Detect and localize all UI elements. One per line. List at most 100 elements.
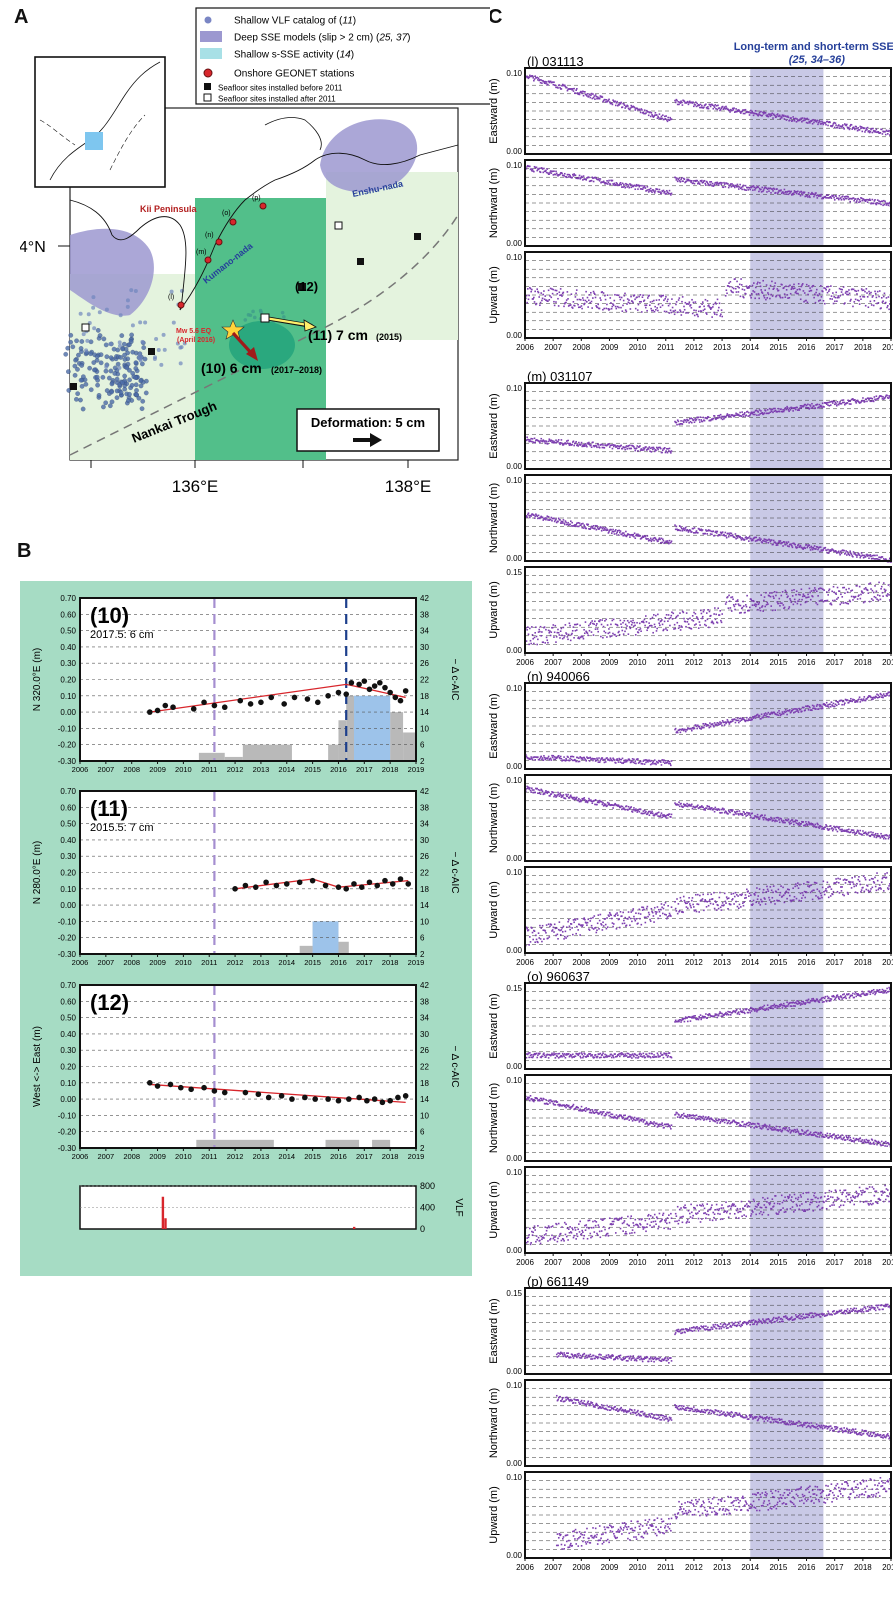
gnss-point [551, 756, 554, 759]
gnss-point [778, 541, 781, 543]
gnss-point [744, 720, 747, 723]
gnss-point [766, 114, 769, 116]
gnss-point [550, 516, 553, 519]
gnss-point [622, 299, 625, 302]
gnss-point [740, 186, 743, 189]
gnss-point [623, 103, 625, 105]
gnss-point [687, 303, 690, 305]
gnss-point [853, 199, 856, 202]
x-tick-label: 2010 [175, 958, 192, 967]
gnss-point [670, 816, 672, 818]
x-tick-label: 2006 [72, 1152, 89, 1161]
gnss-point [529, 627, 531, 630]
gnss-point [608, 98, 610, 101]
gnss-point [564, 624, 567, 626]
gnss-point [820, 285, 822, 287]
gnss-point [578, 176, 580, 179]
gnss-point [753, 186, 756, 189]
gnss-point [629, 759, 631, 762]
gnss-point [856, 701, 859, 703]
gnss-point [762, 610, 765, 612]
gnss-point [711, 620, 713, 623]
gnss-point [795, 121, 798, 123]
gnss-point [723, 106, 726, 109]
gnss-point [801, 193, 804, 196]
gnss-point [652, 760, 655, 763]
gnss-point [647, 812, 649, 814]
gnss-point [597, 630, 599, 633]
gnss-point [814, 301, 817, 304]
gnss-point [772, 190, 774, 192]
gnss-point [572, 441, 574, 443]
gnss-point [616, 804, 618, 806]
gnss-point [885, 297, 888, 299]
gnss-point [547, 791, 550, 794]
gnss-point [702, 806, 705, 809]
vlf-dot [104, 307, 109, 312]
gnss-point [858, 553, 860, 555]
vlf-dot [101, 336, 107, 342]
gnss-point [765, 187, 768, 190]
gnss-point [547, 289, 550, 292]
gnss-point [701, 726, 703, 728]
gnss-point [653, 614, 655, 616]
gnss-point [772, 411, 774, 414]
gnss-point [835, 550, 837, 553]
gnss-point [809, 706, 811, 709]
gnss-point [682, 421, 685, 424]
vlf-dot [182, 341, 187, 346]
gnss-point [652, 309, 654, 312]
gnss-point [659, 814, 662, 816]
gnss-point [811, 548, 814, 551]
gnss-point [599, 759, 602, 762]
gnss-point [772, 117, 774, 119]
gnss-point [771, 112, 774, 115]
gnss-point [728, 285, 731, 288]
gnss-point [778, 597, 781, 600]
gnss-point [877, 599, 880, 602]
gnss-point [709, 104, 711, 106]
gnss-point [837, 295, 840, 297]
gnss-point [868, 398, 870, 401]
gnss-point [676, 103, 679, 106]
gnss-point [772, 407, 775, 410]
gnss-point [569, 755, 572, 758]
gnss-point [757, 603, 760, 606]
gnss-point [735, 291, 738, 293]
aic-bar [338, 720, 347, 761]
vlf-dot [121, 341, 127, 347]
y-axis-label: Upward (m) [488, 266, 500, 323]
gnss-point [569, 795, 571, 798]
lon-label-136: 136°E [172, 477, 219, 496]
gnss-point [831, 298, 833, 300]
gnss-point [744, 108, 747, 111]
gnss-point [655, 813, 658, 816]
gnss-point [700, 310, 703, 313]
gnss-point [769, 818, 772, 821]
gnss-point [650, 451, 653, 453]
gnss-point [723, 181, 725, 184]
gnss-point [541, 790, 544, 793]
gnss-point [868, 583, 870, 585]
gnss-point [695, 623, 697, 625]
panel-c-label: C [488, 6, 503, 28]
gnss-point [697, 104, 699, 107]
gnss-point [865, 398, 868, 401]
gnss-point [658, 299, 660, 301]
gnss-point [870, 291, 872, 294]
gnss-point [548, 299, 551, 301]
gnss-point [844, 553, 846, 555]
gnss-point [867, 696, 870, 699]
gnss-point [827, 124, 829, 127]
gnss-point [561, 292, 564, 295]
gnss-point [656, 812, 659, 814]
gnss-point [833, 403, 836, 406]
gnss-point [648, 622, 650, 624]
gnss-point [557, 520, 559, 523]
gnss-point [741, 812, 743, 815]
gnss-point [882, 300, 884, 302]
gnss-point [741, 537, 743, 539]
gnss-point [638, 810, 641, 813]
gnss-point [608, 628, 610, 630]
gnss-point [601, 803, 604, 806]
